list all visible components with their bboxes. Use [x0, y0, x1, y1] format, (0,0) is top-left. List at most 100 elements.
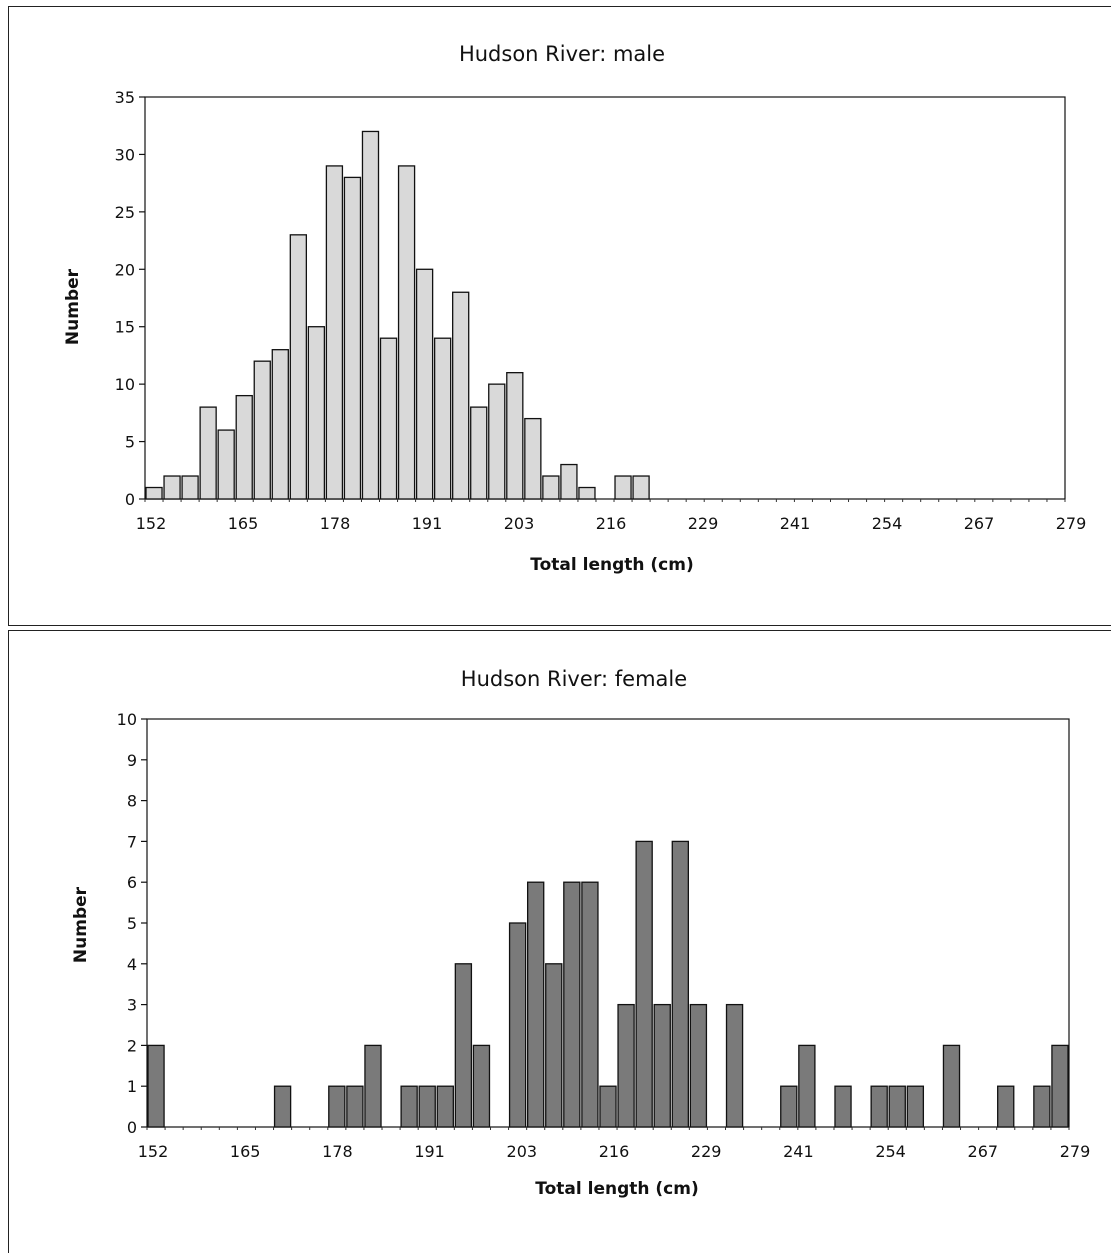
male-bar — [397, 165, 416, 500]
male-bar — [379, 337, 398, 500]
male-bar — [343, 176, 362, 500]
female-x-tick-label: 178 — [322, 1142, 353, 1161]
male-bar — [488, 383, 506, 500]
male-bar — [542, 475, 560, 500]
male-bar — [199, 406, 217, 500]
male-bar — [415, 268, 434, 500]
male-bar — [253, 360, 271, 500]
female-chart: Hudson River: female Total length (cm) N… — [71, 667, 1091, 1199]
female-x-tick-label: 267 — [968, 1142, 999, 1161]
female-bar — [526, 881, 545, 1128]
female-bar — [942, 1044, 961, 1128]
female-bar — [418, 1085, 436, 1128]
male-x-tick-label: 267 — [964, 514, 995, 533]
female-bar — [798, 1044, 816, 1128]
female-y-tick-label: 4 — [127, 955, 137, 974]
male-bar — [163, 475, 181, 500]
male-x-tick-label: 191 — [412, 514, 443, 533]
male-bar — [452, 291, 470, 500]
male-x-tick-label: 152 — [136, 514, 167, 533]
female-bar — [834, 1085, 852, 1128]
female-bar — [617, 1003, 635, 1128]
male-y-tick-label: 25 — [115, 203, 135, 222]
female-bar — [671, 840, 690, 1128]
female-y-axis-title: Number — [71, 886, 91, 963]
male-bar — [614, 475, 632, 500]
male-bar — [181, 475, 199, 500]
female-bar — [1033, 1085, 1051, 1128]
male-bar — [632, 475, 650, 500]
female-x-tick-label: 279 — [1060, 1142, 1091, 1161]
female-bar — [870, 1085, 888, 1128]
female-bar — [635, 840, 653, 1128]
male-y-tick-label: 35 — [115, 88, 135, 107]
female-chart-title: Hudson River: female — [461, 667, 687, 691]
female-x-tick-label: 229 — [691, 1142, 722, 1161]
female-x-tick-label: 241 — [783, 1142, 814, 1161]
female-bar — [997, 1085, 1015, 1128]
female-bar — [653, 1003, 671, 1128]
female-bar — [400, 1085, 418, 1128]
male-chart: Hudson River: male Total length (cm) Num… — [63, 42, 1087, 575]
female-y-tick-label: 5 — [127, 914, 137, 933]
male-x-tick-label: 178 — [320, 514, 351, 533]
male-plot-frame — [144, 96, 1066, 500]
female-x-axis-title: Total length (cm) — [535, 1179, 698, 1199]
female-y-tick-label: 2 — [127, 1036, 137, 1055]
female-x-tick-label: 203 — [507, 1142, 538, 1161]
female-plot: 0 1 2 3 4 5 6 7 8 9 10 152 165 178 191 203 216 229 241 254 2… — [117, 710, 1091, 1161]
female-bar — [906, 1085, 925, 1128]
male-x-tick-label: 241 — [780, 514, 811, 533]
male-x-axis-title: Total length (cm) — [530, 555, 693, 575]
male-y-tick-label: 20 — [115, 260, 135, 279]
female-x-tick-label: 152 — [138, 1142, 169, 1161]
male-y-tick-label: 5 — [125, 433, 135, 452]
female-bar — [725, 1003, 744, 1128]
female-y-tick-label: 10 — [117, 710, 137, 729]
male-plot: 0 5 10 15 20 25 30 35 152 165 178 191 203 216 229 241 25… — [115, 88, 1087, 533]
male-x-tick-label: 279 — [1056, 514, 1087, 533]
male-x-tick-label: 229 — [688, 514, 719, 533]
female-y-tick-label: 9 — [127, 751, 137, 770]
male-bar — [361, 130, 380, 500]
male-bar — [217, 429, 235, 500]
female-bar — [273, 1085, 292, 1128]
female-bar — [581, 881, 599, 1128]
male-y-tick-label: 0 — [125, 490, 135, 509]
male-bar — [506, 372, 524, 500]
female-bar — [364, 1044, 382, 1128]
female-bar — [563, 881, 581, 1128]
male-bar — [235, 394, 253, 500]
male-bar — [307, 326, 326, 500]
female-bar — [1051, 1044, 1069, 1128]
male-bar — [524, 417, 542, 500]
male-x-tick-label: 165 — [228, 514, 259, 533]
female-y-tick-label: 1 — [127, 1077, 137, 1096]
female-bar — [147, 1044, 165, 1128]
female-plot-frame — [146, 718, 1070, 1128]
male-bar — [433, 337, 452, 500]
female-bar — [346, 1085, 364, 1128]
male-bar — [470, 406, 488, 500]
female-bar — [599, 1085, 617, 1128]
male-x-tick-label: 216 — [596, 514, 627, 533]
male-bar — [560, 463, 578, 500]
male-y-tick-label: 10 — [115, 375, 135, 394]
male-y-tick-label: 15 — [115, 318, 135, 337]
female-x-tick-label: 165 — [230, 1142, 261, 1161]
male-bar — [145, 486, 163, 500]
male-y-axis-title: Number — [63, 268, 83, 345]
male-bar — [325, 165, 344, 500]
male-bar — [271, 349, 289, 500]
female-bar — [436, 1085, 454, 1128]
male-bar — [578, 486, 596, 500]
female-x-tick-label: 191 — [414, 1142, 445, 1161]
female-y-tick-label: 3 — [127, 996, 137, 1015]
male-y-tick-label: 30 — [115, 145, 135, 164]
female-x-tick-label: 216 — [599, 1142, 630, 1161]
female-bar — [472, 1044, 491, 1128]
female-bar — [508, 922, 527, 1128]
female-y-tick-label: 7 — [127, 832, 137, 851]
female-bar — [454, 963, 473, 1128]
female-bar — [328, 1085, 346, 1128]
